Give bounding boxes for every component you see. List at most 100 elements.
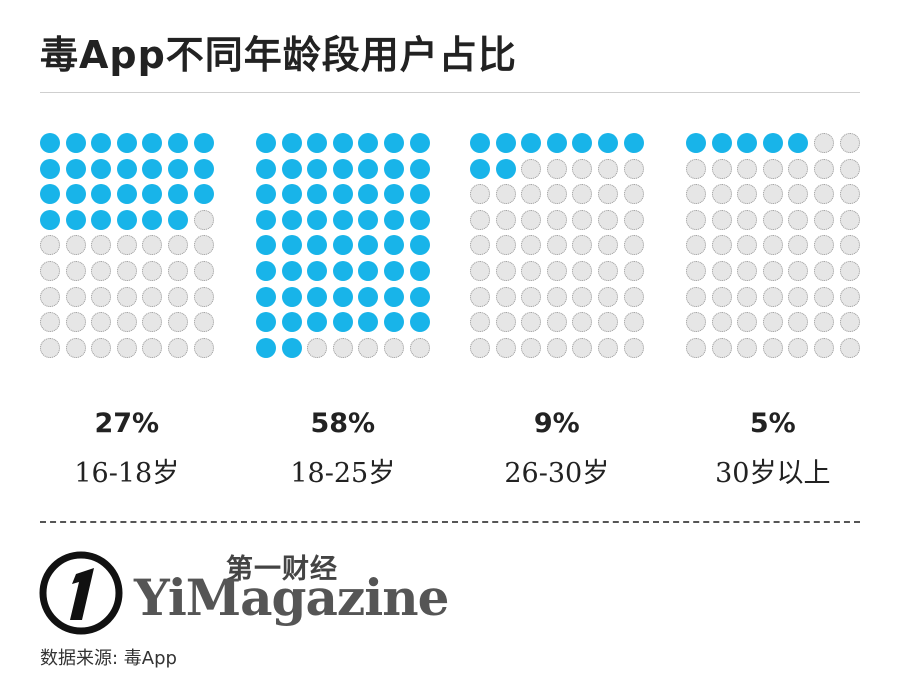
waffle-dot — [814, 312, 834, 333]
waffle-dot — [91, 133, 112, 153]
waffle-dot — [470, 286, 490, 307]
waffle-dot — [281, 312, 302, 333]
waffle-dot — [470, 209, 490, 230]
waffle-dot — [281, 133, 302, 153]
waffle-dot — [572, 235, 593, 256]
waffle-dot — [521, 261, 542, 281]
waffle-dot — [839, 286, 860, 307]
waffle-dot — [193, 261, 214, 281]
waffle-dot — [762, 158, 783, 179]
waffle-dot — [142, 261, 163, 281]
waffle-dot — [40, 235, 60, 256]
waffle-dot — [839, 312, 860, 333]
waffle-dot — [307, 261, 328, 281]
waffle-dot — [332, 235, 353, 256]
waffle-dot — [142, 235, 163, 256]
brand-name-chinese: 第一财经 — [226, 554, 338, 585]
waffle-dot — [358, 158, 379, 179]
waffle-dot — [788, 133, 809, 153]
waffle-dot — [409, 286, 430, 307]
waffle-dot — [281, 337, 302, 358]
waffle-dot — [598, 158, 618, 179]
waffle-dot — [358, 261, 379, 281]
waffle-dot — [409, 261, 430, 281]
waffle-dot — [168, 158, 188, 179]
waffle-dot — [409, 158, 430, 179]
waffle-dot — [598, 209, 618, 230]
waffle-dot — [470, 337, 490, 358]
waffle-dot — [332, 312, 353, 333]
waffle-dot — [598, 184, 618, 205]
waffle-dot — [193, 133, 214, 153]
waffle-dot — [256, 235, 276, 256]
waffle-dot — [737, 158, 758, 179]
waffle-dot — [193, 209, 214, 230]
waffle-dot — [281, 235, 302, 256]
waffle-dot — [409, 337, 430, 358]
waffle-dot — [256, 312, 276, 333]
waffle-dot — [495, 261, 516, 281]
waffle-dot — [711, 337, 732, 358]
waffle-dot — [384, 235, 404, 256]
waffle-dot — [839, 337, 860, 358]
waffle-dot — [142, 286, 163, 307]
waffle-dot — [711, 261, 732, 281]
waffle-dot — [762, 235, 783, 256]
waffle-dot — [711, 209, 732, 230]
percent-label: 9% — [533, 408, 580, 439]
waffle-dot — [40, 286, 60, 307]
waffle-dot — [384, 209, 404, 230]
waffle-dot — [788, 286, 809, 307]
waffle-dot — [598, 261, 618, 281]
waffle-dot — [332, 261, 353, 281]
waffle-dot — [788, 261, 809, 281]
waffle-dot — [762, 312, 783, 333]
waffle-dot — [623, 133, 644, 153]
waffle-dot — [839, 184, 860, 205]
waffle-dot — [521, 235, 542, 256]
waffle-dot — [546, 133, 567, 153]
waffle-dot — [358, 312, 379, 333]
waffle-dot — [546, 261, 567, 281]
waffle-dot — [737, 261, 758, 281]
waffle-dot — [572, 261, 593, 281]
waffle-dot — [521, 286, 542, 307]
waffle-dot — [546, 286, 567, 307]
waffle-dot — [307, 209, 328, 230]
waffle-dot — [384, 261, 404, 281]
waffle-dot — [788, 337, 809, 358]
waffle-dot — [256, 337, 276, 358]
waffle-dot — [332, 133, 353, 153]
waffle-dot — [839, 133, 860, 153]
waffle-dot — [711, 312, 732, 333]
waffle-dot — [307, 184, 328, 205]
waffle-dot — [256, 158, 276, 179]
waffle-dot — [193, 158, 214, 179]
waffle-dot — [737, 337, 758, 358]
waffle-dot — [495, 286, 516, 307]
waffle-dot — [495, 184, 516, 205]
waffle-dot — [470, 312, 490, 333]
waffle-dot — [762, 337, 783, 358]
waffle-dot — [762, 133, 783, 153]
waffle-dot — [839, 209, 860, 230]
waffle-dot — [762, 286, 783, 307]
age-group-label: 30岁以上 — [715, 458, 831, 489]
waffle-dot — [521, 209, 542, 230]
waffle-dot — [409, 209, 430, 230]
waffle-dot — [384, 133, 404, 153]
waffle-dot — [546, 235, 567, 256]
waffle-dot — [91, 337, 112, 358]
waffle-dot — [65, 158, 86, 179]
waffle-dot — [409, 312, 430, 333]
waffle-dot — [572, 209, 593, 230]
waffle-dot — [116, 261, 137, 281]
age-group-label: 18-25岁 — [290, 458, 396, 489]
waffle-dot — [623, 158, 644, 179]
waffle-dot — [839, 261, 860, 281]
waffle-dot — [495, 133, 516, 153]
waffle-dot — [168, 184, 188, 205]
waffle-dot — [256, 261, 276, 281]
waffle-dot — [572, 286, 593, 307]
waffle-dot — [40, 312, 60, 333]
